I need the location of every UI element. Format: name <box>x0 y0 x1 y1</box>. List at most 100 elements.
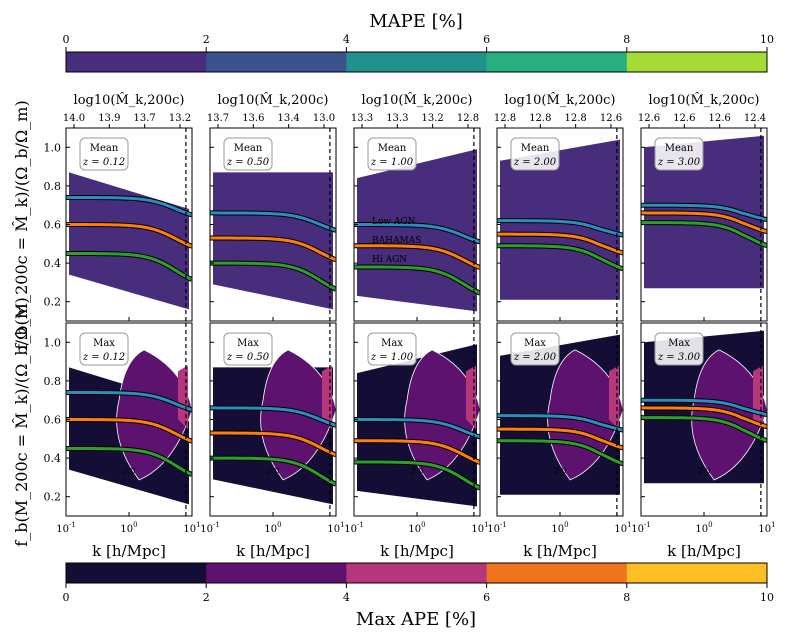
top-tick-label: 12.6 <box>638 113 660 124</box>
curve-bahamas <box>210 236 336 262</box>
y-tick-label: 1.0 <box>44 336 62 349</box>
top-axis-label: log10(M̂_k,200c) <box>74 92 185 108</box>
top-tick-label: 12.6 <box>600 113 622 124</box>
bottom-colorbar-tick-label-5: 10 <box>760 591 774 604</box>
curve-low-agn <box>354 223 480 244</box>
curve-bahamas <box>354 439 480 464</box>
bottom-colorbar-cell-3 <box>486 563 628 583</box>
top-tick-label: 12.8 <box>529 113 551 124</box>
bottom-colorbar-tick-label-3: 6 <box>483 591 490 604</box>
contour-hot <box>178 365 188 430</box>
contour-label: 2.0 <box>698 467 711 476</box>
panel-grid: 0.2 0.4 0.6 0.8 1.0 log10(M̂_k,200c) 14.0 13.9 1… <box>44 92 776 560</box>
x-tick-label: 10-1 <box>487 521 507 535</box>
top-tick-label: 13.2 <box>169 113 191 124</box>
stat-box <box>654 137 704 171</box>
curve-hi-agn <box>497 244 623 271</box>
y-axis-labels: f_b(M_200c = M̂_k)/(Ω_b/Ω_m) f_b(M_200c … <box>12 100 31 546</box>
bottom-colorbar-cell-2 <box>346 563 488 583</box>
bottom-colorbar-cell-1 <box>206 563 347 583</box>
x-tick-label: 100 <box>408 521 425 535</box>
redshift-label: z = 1.00 <box>370 157 414 168</box>
x-tick-label: 101 <box>327 521 344 535</box>
y-tick-label: 0.6 <box>44 414 62 427</box>
contour-hot <box>466 365 476 430</box>
redshift-label: z = 2.00 <box>513 157 557 168</box>
panel-plot-area <box>66 128 192 321</box>
x-axis-label: k [h/Mpc] <box>236 542 310 560</box>
curve-hi-agn <box>641 221 767 248</box>
x-tick-label: 100 <box>551 521 568 535</box>
panel-r1-c4: log10(M̂_k,200c) 12.8 12.8 12.8 12.6 Mean z = … <box>494 92 624 322</box>
curve-bahamas <box>210 431 336 457</box>
curve-hi-agn <box>210 261 336 291</box>
legend-low-agn: Low AGN <box>372 217 416 227</box>
redshift-label: z = 0.12 <box>82 157 125 168</box>
redshift-label: z = 2.00 <box>513 352 557 363</box>
contour-label: 2.0 <box>123 467 136 476</box>
top-tick-label: 13.6 <box>242 113 264 124</box>
y-tick-label: 0.2 <box>44 296 62 309</box>
stat-label: Mean <box>234 143 263 154</box>
top-colorbar-tick-label-1: 2 <box>203 33 210 46</box>
contour-label: 2.0 <box>554 467 567 476</box>
curve-hi-agn <box>66 251 192 282</box>
y-tick-label: 1.0 <box>44 141 62 154</box>
curve-low-agn <box>641 203 767 222</box>
redshift-label: z = 1.00 <box>370 352 414 363</box>
bottom-colorbar: 0 2 4 6 8 10 Max APE [%] <box>63 562 774 630</box>
top-colorbar-frame <box>65 51 768 73</box>
redshift-label: z = 0.12 <box>82 352 125 363</box>
x-tick-label: 10-1 <box>344 521 364 535</box>
top-colorbar-cell-0 <box>66 52 207 72</box>
top-axis-label: log10(M̂_k,200c) <box>362 92 473 108</box>
panel-r1-c5: log10(M̂_k,200c) 12.6 12.6 12.6 12.4 Mean z = … <box>638 92 768 322</box>
bottom-colorbar-cell-0 <box>66 563 207 583</box>
curve-hi-agn <box>210 456 336 486</box>
curve-hi-agn <box>66 446 192 477</box>
top-tick-label: 12.6 <box>673 113 695 124</box>
top-tick-label: 13.4 <box>278 113 300 124</box>
top-tick-label: 13.7 <box>134 113 156 124</box>
top-tick-label: 13.3 <box>386 113 408 124</box>
stat-box <box>79 332 129 366</box>
stat-box <box>367 137 417 171</box>
x-tick-label: 100 <box>120 521 137 535</box>
contour-hot <box>753 365 763 430</box>
stat-label: Mean <box>521 143 550 154</box>
panel-plot-area <box>354 128 480 321</box>
curve-bahamas <box>66 223 192 248</box>
top-colorbar-cell-2 <box>346 52 488 72</box>
top-colorbar-cell-1 <box>206 52 347 72</box>
stat-box <box>79 137 129 171</box>
redshift-label: z = 3.00 <box>657 352 701 363</box>
curve-low-agn <box>210 211 336 232</box>
stat-box <box>510 137 560 171</box>
bottom-colorbar-cell-4 <box>626 563 768 583</box>
panel-r2-c2: 2.0 10-1 100 101 k [h/Mpc] Max z = 0.50 <box>200 322 345 560</box>
top-tick-label: 12.4 <box>744 113 766 124</box>
panel-plot-area <box>210 128 336 321</box>
y-tick-label: 0.4 <box>44 452 62 465</box>
curve-low-agn <box>641 398 767 417</box>
stat-box <box>223 332 273 366</box>
stat-box <box>367 332 417 366</box>
curve-low-agn <box>497 219 623 237</box>
panel-r2-c5: 2.0 10-1 100 101 k [h/Mpc] Max z = 3.00 <box>631 322 776 560</box>
bottom-colorbar-tick-label-1: 2 <box>203 591 210 604</box>
top-colorbar-tick-label-5: 10 <box>760 33 774 46</box>
stat-label: Max <box>524 338 546 349</box>
redshift-label: z = 3.00 <box>657 157 701 168</box>
top-tick-label: 12.8 <box>457 113 479 124</box>
panel-plot-area <box>497 128 623 321</box>
top-axis-label: log10(M̂_k,200c) <box>505 92 616 108</box>
curve-bahamas <box>354 244 480 269</box>
curve-bahamas <box>66 418 192 443</box>
x-tick-label: 10-1 <box>200 521 220 535</box>
panel-plot-area: 2.0 <box>497 323 623 516</box>
curve-low-agn <box>66 195 192 217</box>
panel-plot-area: 2.0 <box>641 323 767 516</box>
panel-r1-c1: 0.2 0.4 0.6 0.8 1.0 log10(M̂_k,200c) 14.0 13.9 1… <box>44 92 193 322</box>
top-colorbar-cell-4 <box>626 52 768 72</box>
curve-hi-agn <box>354 265 480 295</box>
